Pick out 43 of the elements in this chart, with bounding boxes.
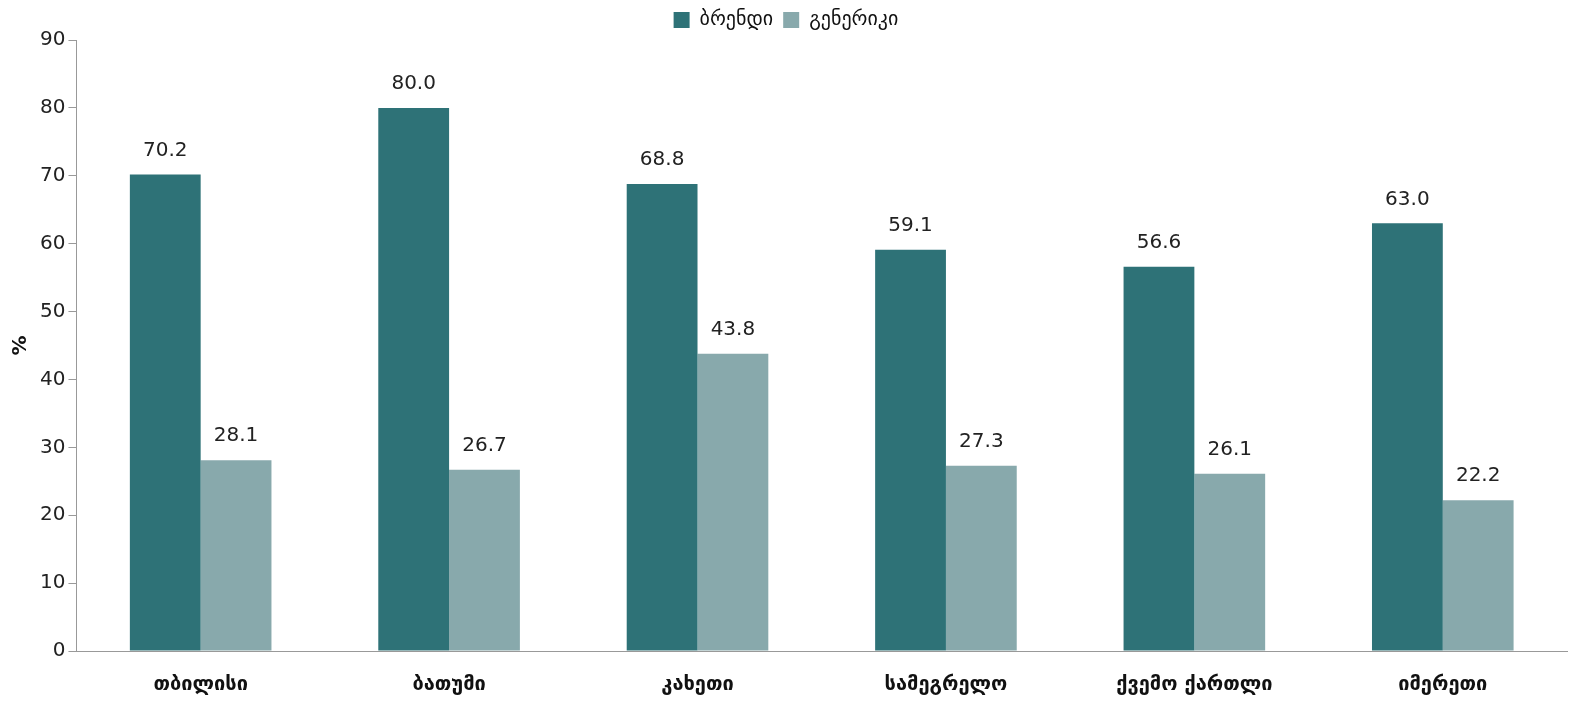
bar bbox=[626, 183, 698, 651]
data-label: 68.8 bbox=[639, 146, 685, 171]
legend-label: გენერიკი bbox=[809, 6, 899, 31]
x-tick-label: სამეგრელო bbox=[884, 671, 1008, 696]
data-label: 22.2 bbox=[1455, 462, 1501, 487]
data-label: 26.7 bbox=[462, 431, 507, 456]
data-label: 28.1 bbox=[213, 422, 259, 447]
x-tick-label: ბათუმი bbox=[412, 671, 486, 696]
bar bbox=[129, 174, 201, 651]
bar bbox=[1123, 266, 1195, 651]
bar bbox=[200, 460, 272, 651]
data-label: 59.1 bbox=[888, 211, 933, 236]
legend-label: ბრენდი bbox=[699, 6, 774, 31]
bar bbox=[1371, 223, 1443, 651]
y-tick-label: 80 bbox=[40, 94, 66, 119]
y-tick-label: 70 bbox=[40, 161, 66, 186]
y-tick-label: 10 bbox=[40, 569, 66, 594]
data-label: 70.2 bbox=[143, 136, 188, 161]
y-tick-label: 50 bbox=[40, 297, 66, 322]
y-tick-label: 30 bbox=[40, 433, 66, 458]
y-axis-title: % bbox=[7, 335, 32, 356]
bar bbox=[697, 353, 769, 651]
data-label: 26.1 bbox=[1207, 436, 1253, 461]
data-label: 80.0 bbox=[391, 70, 436, 95]
data-label: 63.0 bbox=[1385, 185, 1430, 210]
data-label: 43.8 bbox=[710, 315, 756, 340]
bar bbox=[875, 249, 946, 651]
x-tick-label: თბილისი bbox=[153, 671, 248, 696]
bar bbox=[1194, 473, 1266, 651]
data-label: 56.6 bbox=[1136, 228, 1182, 253]
bar bbox=[945, 465, 1017, 651]
y-tick-label: 60 bbox=[40, 229, 66, 254]
bar bbox=[449, 469, 520, 651]
bar bbox=[1442, 500, 1514, 651]
data-label: 27.3 bbox=[959, 427, 1004, 452]
x-tick-label: კახეთი bbox=[661, 671, 734, 696]
y-tick-label: 0 bbox=[52, 637, 66, 662]
y-tick-label: 40 bbox=[40, 365, 66, 390]
y-tick-label: 20 bbox=[40, 501, 66, 526]
x-tick-label: ქვემო ქართლი bbox=[1116, 671, 1273, 696]
x-tick-label: იმერეთი bbox=[1398, 671, 1488, 696]
bar bbox=[378, 107, 450, 651]
y-tick-label: 90 bbox=[40, 26, 66, 51]
